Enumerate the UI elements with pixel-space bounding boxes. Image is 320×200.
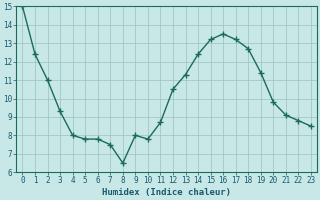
- X-axis label: Humidex (Indice chaleur): Humidex (Indice chaleur): [102, 188, 231, 197]
